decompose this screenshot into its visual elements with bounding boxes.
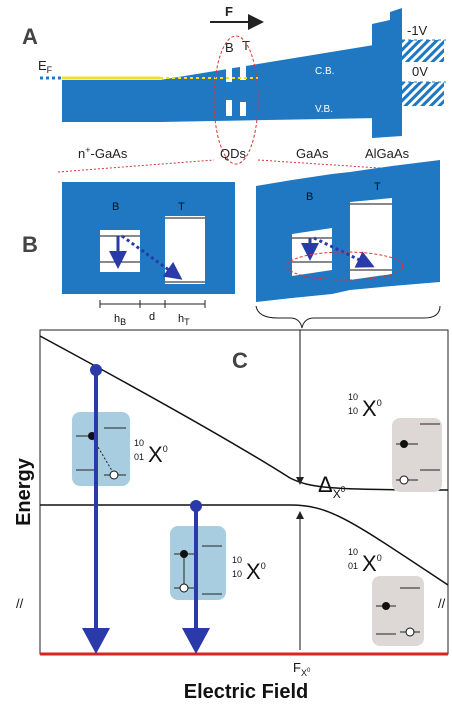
text: X (148, 442, 163, 467)
contact-hatch (402, 40, 444, 62)
dot-label: T (178, 201, 185, 213)
region-label: GaAs (296, 146, 329, 161)
voltage: -1V (407, 23, 428, 38)
field-mark: FX0 (293, 660, 311, 678)
x-axis-title: Electric Field (184, 681, 309, 703)
text: -GaAs (91, 146, 128, 161)
superscript: 0 (261, 561, 266, 571)
dot-label: B (306, 191, 313, 203)
panel-label: A (22, 24, 38, 49)
index: 10 (348, 406, 358, 416)
dot-label: T (242, 38, 250, 53)
superscript: 0 (307, 668, 311, 674)
fermi-label: EF (38, 58, 53, 75)
region-label: n+-GaAs (78, 145, 128, 161)
superscript: 0 (377, 553, 382, 563)
dim-label: hB (114, 313, 126, 327)
subscript: T (184, 317, 190, 327)
emission-arrow (82, 364, 210, 654)
text: X (246, 559, 261, 584)
subscript: F (47, 65, 53, 75)
voltage: 0V (412, 64, 428, 79)
band-label: C.B. (315, 66, 334, 77)
figure: A F EF B T -1V 0V C.B. V.B. n+-GaAs QDs … (0, 0, 452, 707)
lower-branch (40, 505, 448, 585)
state-label: 10 10 X0 (232, 555, 266, 584)
state-label: 10 01 X0 (134, 438, 168, 467)
text: E (38, 58, 47, 73)
dot-label: T (374, 181, 381, 193)
axis-break: // (16, 596, 24, 611)
symbol: X0 (362, 551, 382, 576)
state-label: 10 01 X0 (348, 547, 382, 576)
symbol: X0 (148, 442, 168, 467)
contact-hatch (402, 82, 444, 106)
panel-label: C (232, 348, 248, 373)
state-box (392, 418, 442, 492)
text: Δ (318, 472, 333, 497)
superscript: 0 (163, 444, 168, 454)
panel-label: B (22, 232, 38, 257)
index: 01 (134, 452, 144, 462)
region-label: QDs (220, 146, 247, 161)
state-label: 10 10 X0 (348, 392, 382, 421)
index: 10 (134, 438, 144, 448)
carriers (88, 432, 414, 636)
dot-well (240, 102, 246, 116)
dim-label: hT (178, 313, 190, 327)
index: 10 (232, 569, 242, 579)
band-label: V.B. (315, 104, 333, 115)
dimension-arrows (100, 300, 205, 308)
index: 01 (348, 561, 358, 571)
text: X (362, 551, 377, 576)
state-box (372, 576, 424, 646)
superscript: 0 (377, 398, 382, 408)
region-label: AlGaAs (365, 146, 410, 161)
zoom-line (58, 160, 214, 172)
dot-pair-diagram (62, 160, 440, 302)
dot-label: B (112, 201, 119, 213)
dot-well (226, 100, 232, 116)
index: 10 (232, 555, 242, 565)
field-label: F (225, 4, 233, 19)
splitting-label: ΔX0 (318, 472, 346, 501)
y-axis-title: Energy (13, 457, 35, 526)
text: F (293, 660, 301, 675)
index: 10 (348, 547, 358, 557)
brace (256, 306, 440, 328)
symbol: X0 (246, 559, 266, 584)
axis-break: // (438, 596, 446, 611)
symbol: X0 (362, 396, 382, 421)
text: X (362, 396, 377, 421)
superscript: 0 (341, 485, 346, 494)
subscript: X (333, 487, 341, 501)
barrier (372, 8, 402, 138)
subscript: B (120, 317, 126, 327)
index: 10 (348, 392, 358, 402)
text: n (78, 146, 85, 161)
dim-label: d (149, 311, 155, 323)
